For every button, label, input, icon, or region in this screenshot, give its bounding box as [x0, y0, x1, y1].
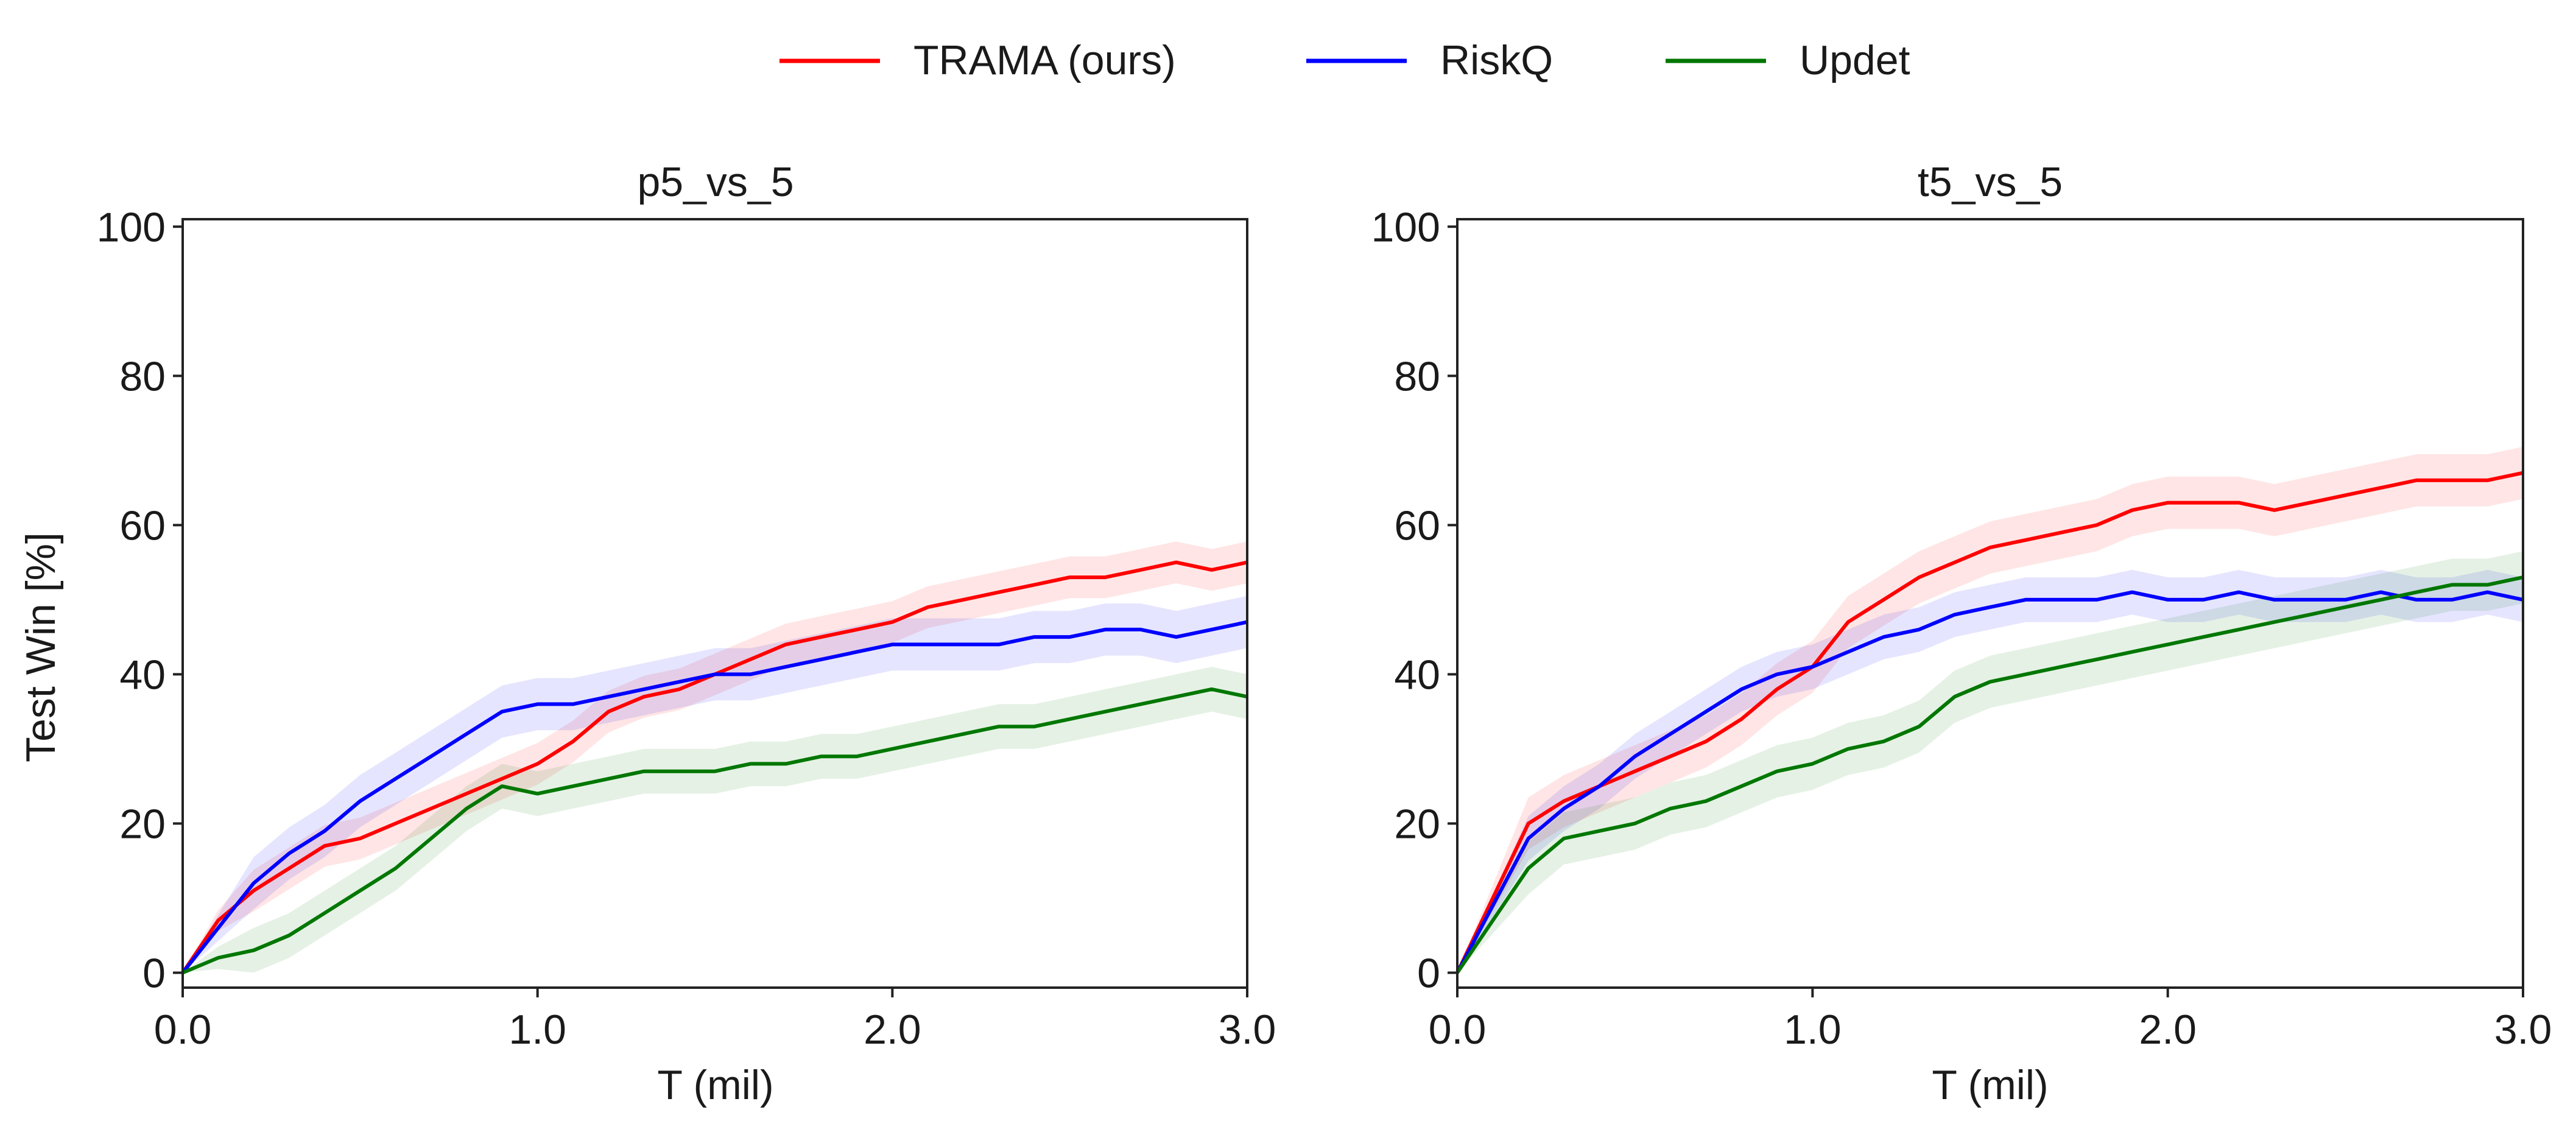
- legend-label-riskq: RiskQ: [1440, 37, 1553, 83]
- band-trama-ours: [1457, 446, 2523, 973]
- y-tick-label-40: 40: [119, 652, 166, 698]
- x-tick-label-0: 0.0: [154, 1007, 212, 1053]
- y-tick-label-100: 100: [1371, 204, 1440, 250]
- x-tick-label-2: 2.0: [2139, 1007, 2197, 1053]
- legend-entry-trama: TRAMA (ours): [779, 37, 1176, 83]
- y-tick-label-0: 0: [143, 950, 166, 996]
- x-tick-label-1: 1.0: [1784, 1007, 1842, 1053]
- legend-entry-riskq: RiskQ: [1306, 37, 1553, 83]
- series-line-trama-ours: [1455, 471, 2524, 974]
- y-tick-label-100: 100: [97, 204, 166, 250]
- y-tick-label-60: 60: [1394, 502, 1440, 549]
- chart-panel-p5-vs-5: p5_vs_5 Test Win [%] T (mil) 0 20 40 60 80 10…: [18, 159, 1276, 1108]
- x-tick-label-2: 2.0: [864, 1007, 921, 1053]
- y-tick-label-80: 80: [119, 353, 166, 399]
- series-line-updet: [181, 687, 1248, 975]
- y-axis-label: Test Win [%]: [18, 532, 64, 762]
- x-tick-label-0: 0.0: [1429, 1007, 1487, 1053]
- confidence-bands: [183, 541, 1247, 973]
- band-riskq: [1457, 569, 2523, 973]
- axis-ticks: 0 20 40 60 80 100 0.0 1.0 2.0 3.0: [97, 204, 1276, 1053]
- axis-ticks: 0 20 40 60 80 100 0.0 1.0 2.0 3.0: [1371, 204, 2552, 1053]
- band-trama-ours: [183, 541, 1247, 973]
- chart-title: t5_vs_5: [1918, 159, 2063, 205]
- y-tick-label-0: 0: [1417, 950, 1440, 996]
- series-lines: [1455, 471, 2524, 974]
- series-line-updet: [1455, 575, 2524, 974]
- y-tick-label-80: 80: [1394, 353, 1440, 399]
- x-tick-label-3: 3.0: [1219, 1007, 1276, 1053]
- confidence-bands: [1457, 446, 2523, 973]
- chart-panel-t5-vs-5: t5_vs_5 T (mil) 0 20 40 60 80 100 0.0 1.0 2.0 3.0: [1371, 159, 2552, 1108]
- x-tick-label-1: 1.0: [509, 1007, 566, 1053]
- x-axis-label: T (mil): [1932, 1062, 2048, 1108]
- y-tick-label-20: 20: [119, 801, 166, 847]
- legend-entry-updet: Updet: [1666, 37, 1910, 83]
- x-tick-label-3: 3.0: [2494, 1007, 2552, 1053]
- y-tick-label-40: 40: [1394, 652, 1440, 698]
- legend-label-trama: TRAMA (ours): [913, 37, 1176, 83]
- y-tick-label-20: 20: [1394, 801, 1440, 847]
- legend-label-updet: Updet: [1800, 37, 1910, 83]
- chart-title: p5_vs_5: [637, 159, 794, 205]
- band-updet: [183, 667, 1247, 973]
- plot-frame: [1456, 218, 2524, 989]
- y-tick-label-60: 60: [119, 502, 166, 549]
- legend: TRAMA (ours) RiskQ Updet: [779, 37, 1910, 83]
- x-axis-label: T (mil): [657, 1062, 773, 1108]
- plot-frame: [181, 218, 1248, 989]
- series-line-riskq: [1455, 590, 2524, 974]
- band-riskq: [183, 596, 1247, 973]
- series-lines: [181, 560, 1248, 975]
- series-line-riskq: [181, 620, 1248, 974]
